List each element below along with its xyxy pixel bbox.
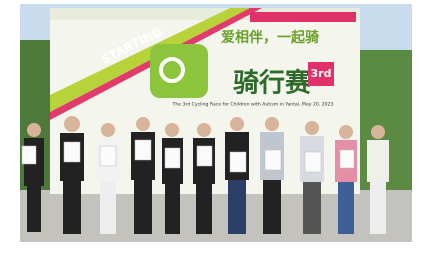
slogan: 爱相伴，一起骑: [221, 29, 319, 46]
certificate: [230, 152, 246, 172]
person: [24, 123, 44, 232]
page: STARTING 爱相伴，一起骑 骑行赛 3rd The 3rd Cycling…: [0, 0, 430, 258]
person: [260, 117, 284, 234]
person: [225, 117, 249, 234]
person: [60, 116, 84, 234]
certificate: [305, 152, 321, 172]
person: [367, 125, 389, 234]
person: [162, 123, 183, 234]
person: [300, 121, 324, 234]
person: [97, 123, 119, 234]
subtitle: The 3rd Cycling Race for Children with A…: [172, 102, 334, 108]
certificate: [197, 146, 212, 166]
person: [193, 123, 215, 234]
certificate: [100, 146, 116, 166]
person: [131, 117, 155, 234]
certificate: [135, 140, 151, 160]
certificate: [265, 150, 281, 170]
header-strip: [250, 12, 356, 22]
person: [335, 125, 357, 234]
logo: [150, 44, 208, 98]
certificate: [165, 148, 180, 168]
certificate: [22, 146, 36, 164]
certificate: [340, 150, 354, 168]
edition: 3rd: [311, 67, 332, 80]
race-title: 骑行赛: [233, 68, 312, 99]
photo: STARTING 爱相伴，一起骑 骑行赛 3rd The 3rd Cycling…: [0, 0, 430, 258]
certificate: [64, 142, 80, 162]
